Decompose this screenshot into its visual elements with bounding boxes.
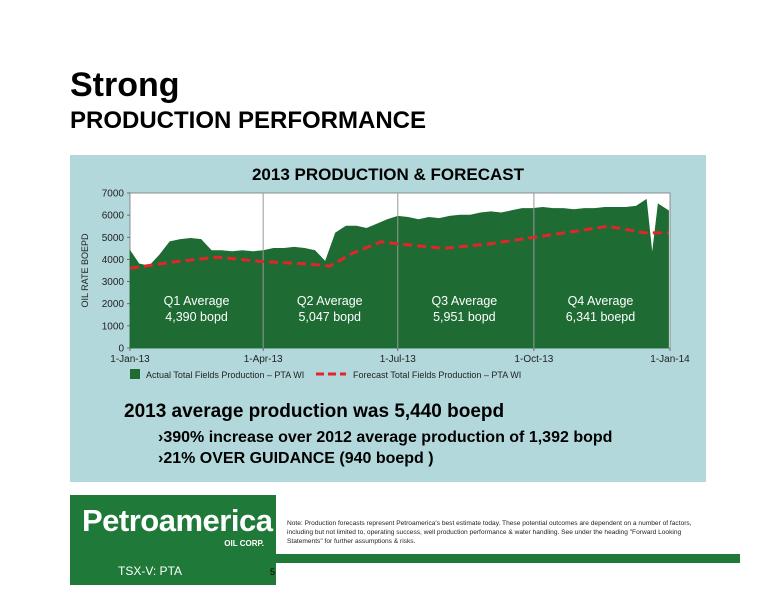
production-chart: 0 1000 2000 3000 4000 5000 6000 7000 1-Jan-13 1-A… [80, 189, 690, 381]
quarter-average-label: Q1 Average [164, 294, 230, 308]
y-tick-label: 4000 [102, 255, 125, 266]
summary-text: 2013 average production was 5,440 boepd [124, 401, 505, 422]
y-tick-label: 6000 [102, 211, 125, 222]
forecast-line [129, 224, 669, 270]
y-tick-label: 7000 [102, 189, 125, 200]
footer-bar [70, 554, 740, 563]
quarter-average-value: 4,390 bopd [165, 310, 228, 324]
page-subtitle: PRODUCTION PERFORMANCE [70, 107, 427, 134]
quarter-average-label: Q2 Average [297, 294, 363, 308]
logo-corp: OIL CORP. [224, 539, 264, 548]
quarter-average-value: 6,341 boepd [566, 310, 636, 324]
x-tick-label: 1-Oct-13 [514, 354, 553, 365]
legend-label-forecast: Forecast Total Fields Production – PTA W… [353, 370, 521, 380]
page-number: 5 [270, 567, 276, 577]
x-tick-label: 1-Jul-13 [380, 354, 417, 365]
legend-label-actual: Actual Total Fields Production – PTA WI [146, 370, 304, 380]
quarter-average-value: 5,047 bopd [298, 310, 361, 324]
y-tick-label: 1000 [102, 321, 125, 332]
disclaimer-note: Note: Production forecasts represent Pet… [287, 520, 692, 545]
x-tick-label: 1-Jan-13 [110, 354, 150, 365]
quarter-average-label: Q3 Average [431, 294, 497, 308]
company-logo: Petroamerica OIL CORP. TSX-V: PTA [70, 495, 276, 585]
bullet-increase: ›390% increase over 2012 average product… [158, 429, 613, 446]
x-tick-label: 1-Apr-13 [244, 354, 283, 365]
legend-swatch-actual [130, 369, 140, 379]
ticker-symbol: TSX-V: PTA [118, 564, 183, 578]
bullet-guidance: ›21% OVER GUIDANCE (940 boepd ) [158, 450, 434, 467]
y-axis-label: OIL RATE BOEPD [80, 233, 90, 308]
chart-title: 2013 PRODUCTION & FORECAST [251, 165, 525, 184]
quarter-average-value: 5,951 bopd [433, 310, 496, 324]
quarter-average-label: Q4 Average [568, 294, 634, 308]
y-tick-label: 3000 [102, 277, 125, 288]
y-tick-label: 2000 [102, 299, 125, 310]
logo-wordmark: Petroamerica [82, 503, 273, 538]
x-tick-label: 1-Jan-14 [650, 354, 690, 365]
page-title: Strong [70, 66, 180, 104]
y-tick-label: 0 [118, 344, 124, 355]
y-tick-label: 5000 [102, 233, 125, 244]
chart-panel: 2013 PRODUCTION & FORECAST 0 1000 2000 3000… [70, 155, 706, 482]
